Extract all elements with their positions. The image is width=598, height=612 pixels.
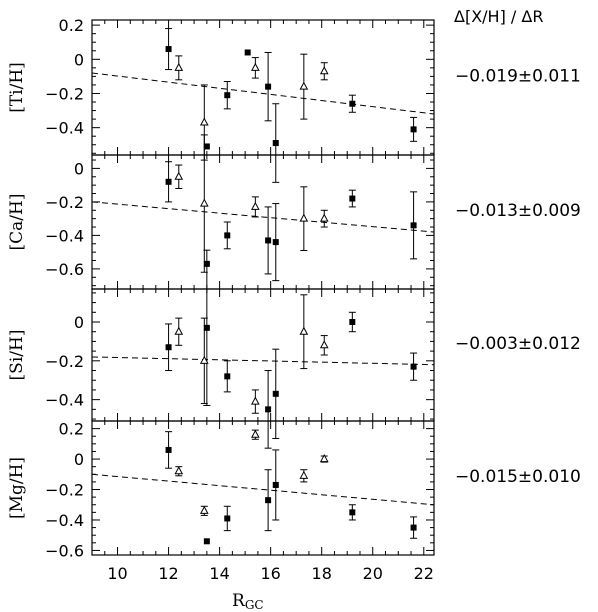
- data-point-triangle: [319, 213, 329, 222]
- data-point-square: [224, 515, 231, 522]
- data-point-square: [272, 140, 279, 147]
- data-point-triangle: [299, 213, 309, 222]
- data-point-square: [349, 195, 356, 202]
- x-axis-label-main: R: [232, 591, 246, 611]
- y-tick-label: −0.4: [45, 119, 84, 138]
- x-tick-label: 16: [260, 564, 280, 583]
- data-point-square: [203, 324, 210, 331]
- y-tick-label: −0.6: [45, 541, 84, 560]
- data-point-square: [265, 237, 272, 244]
- data-point-triangle: [251, 429, 260, 438]
- y-tick-label: −0.4: [45, 391, 84, 410]
- data-point-square: [165, 344, 172, 351]
- fit-line: [91, 72, 435, 115]
- data-point-square: [203, 143, 210, 150]
- header-title: Δ[X/H] / ΔR: [454, 7, 543, 26]
- x-tick-label: 22: [414, 564, 434, 583]
- y-tick-label: −0.2: [45, 352, 84, 371]
- y-tick-label: 0: [74, 50, 84, 69]
- data-point-square: [265, 497, 272, 504]
- y-axis-title: [Ca/H]: [7, 194, 27, 251]
- data-point-square: [349, 509, 356, 516]
- panel-frame: [91, 288, 435, 422]
- x-tick-label: 12: [158, 564, 178, 583]
- data-point-triangle: [299, 326, 309, 335]
- data-point-triangle: [251, 396, 260, 405]
- data-point-triangle: [174, 171, 184, 180]
- y-tick-label: 0.2: [59, 420, 84, 439]
- y-tick-label: 0: [74, 450, 84, 469]
- panel-3: 0 −0.2 −0.4 [Si/H] −0.003±0.012: [7, 249, 581, 449]
- data-point-triangle: [174, 62, 184, 71]
- data-point-square: [349, 319, 356, 325]
- y-tick-label: 0: [74, 313, 84, 332]
- data-point-triangle: [319, 66, 329, 75]
- y-axis-title: [Si/H]: [7, 330, 27, 381]
- data-point-square: [165, 46, 172, 53]
- panel-4: 0.2 0 −0.2 −0.4 −0.6 [Mg/H] −0.015±0.010: [7, 420, 581, 561]
- panel-1: 0.2 0 −0.2 −0.4 [Ti/H] −0.019±0.011: [7, 16, 581, 183]
- x-tick-label: 18: [312, 564, 332, 583]
- x-axis-title: RGC: [232, 591, 264, 612]
- y-tick-label: −0.2: [45, 84, 84, 103]
- slope-value: −0.013±0.009: [455, 201, 581, 221]
- x-tick-label: 10: [107, 564, 127, 583]
- data-point-triangle: [174, 466, 184, 475]
- slope-value: −0.019±0.011: [455, 67, 581, 87]
- svg-text:RGC: RGC: [232, 591, 264, 612]
- data-point-square: [410, 126, 417, 133]
- data-point-triangle: [319, 340, 329, 349]
- data-point-triangle: [299, 81, 309, 90]
- data-point-triangle: [174, 326, 184, 335]
- data-point-triangle: [199, 355, 209, 364]
- data-point-triangle: [319, 454, 329, 463]
- data-point-square: [165, 178, 172, 185]
- data-point-square: [265, 83, 272, 90]
- data-point-triangle: [199, 117, 209, 126]
- fit-line: [91, 473, 435, 506]
- data-point-square: [224, 232, 231, 239]
- y-tick-label: −0.2: [45, 481, 84, 500]
- data-point-triangle: [299, 470, 309, 479]
- data-point-triangle: [199, 198, 209, 207]
- data-point-square: [224, 92, 231, 99]
- y-axis-title: [Mg/H]: [7, 457, 27, 519]
- data-point-square: [410, 222, 417, 229]
- data-point-square: [272, 481, 279, 488]
- x-axis-label-sub: GC: [245, 598, 264, 612]
- data-point-square: [244, 49, 251, 56]
- fit-line: [91, 201, 435, 233]
- panel-frame: [91, 154, 435, 290]
- panel-frame: [91, 420, 435, 556]
- slope-value: −0.003±0.012: [455, 334, 581, 354]
- x-tick-label: 20: [363, 564, 383, 583]
- y-tick-label: −0.4: [45, 511, 84, 530]
- y-axis-title: [Ti/H]: [7, 62, 27, 113]
- x-tick-label: 14: [209, 564, 229, 583]
- panel-2: 0 −0.2 −0.4 −0.6 [Ca/H] −0.013±0.009: [7, 134, 581, 290]
- fit-line: [91, 356, 435, 366]
- panel-frame: [91, 19, 435, 156]
- data-point-triangle: [199, 505, 209, 514]
- data-point-square: [265, 406, 272, 413]
- data-point-square: [410, 363, 417, 370]
- data-point-square: [272, 239, 279, 246]
- data-point-square: [165, 446, 172, 453]
- y-tick-label: −0.4: [45, 226, 84, 245]
- data-point-square: [349, 100, 356, 107]
- data-point-square: [410, 524, 417, 531]
- data-point-triangle: [251, 62, 260, 71]
- y-tick-label: 0: [74, 159, 84, 178]
- data-point-square: [203, 538, 210, 545]
- data-point-square: [272, 390, 279, 397]
- data-point-triangle: [251, 201, 260, 210]
- slope-value: −0.015±0.010: [455, 467, 581, 487]
- y-tick-label: 0.2: [59, 16, 84, 35]
- y-tick-label: −0.2: [45, 193, 84, 212]
- y-tick-label: −0.6: [45, 260, 84, 279]
- panels-group: 0.2 0 −0.2 −0.4 [Ti/H] −0.019±0.011 0 −0.2 −0.4 −…: [7, 16, 581, 583]
- data-point-square: [224, 373, 231, 380]
